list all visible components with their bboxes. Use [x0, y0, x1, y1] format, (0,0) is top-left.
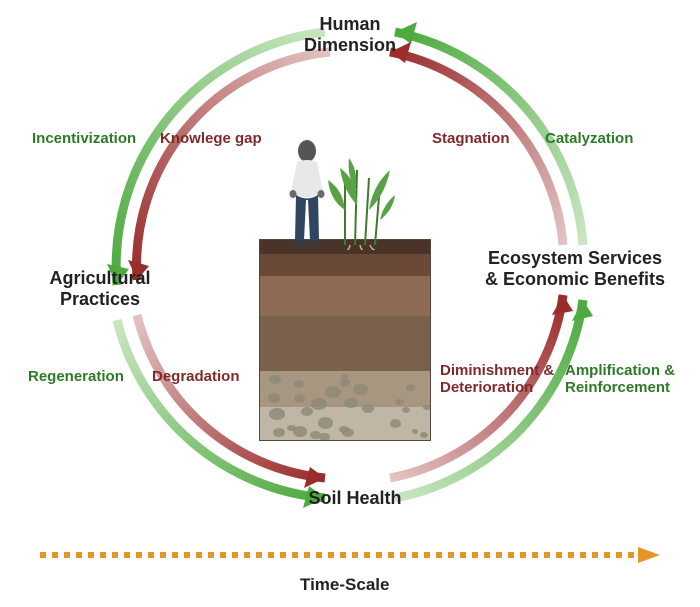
time-axis-label: Time-Scale [300, 575, 389, 595]
edge-diminishment: Diminishment &Deterioration [440, 362, 554, 397]
person-icon [285, 140, 330, 250]
soil-block [260, 240, 430, 440]
plant-icon [325, 150, 395, 250]
edge-amplification: Amplification &Reinforcement [565, 362, 675, 397]
node-top: HumanDimension [270, 14, 430, 55]
edge-stagnation: Stagnation [432, 130, 510, 147]
time-axis [0, 540, 700, 580]
edge-catalyzation: Catalyzation [545, 130, 633, 147]
node-bottom: Soil Health [295, 488, 415, 509]
arc-red-tr [390, 52, 563, 245]
node-left: AgriculturalPractices [30, 268, 170, 309]
arrow-red-bl [304, 467, 325, 488]
arrow-red-br [552, 295, 573, 315]
diagram-stage: HumanDimension Ecosystem Services& Econo… [0, 0, 700, 607]
edge-knowledge-gap: Knowlege gap [160, 130, 262, 147]
edge-regeneration: Regeneration [28, 368, 124, 385]
arrow-green-br [572, 300, 593, 321]
edge-degradation: Degradation [152, 368, 240, 385]
edge-incentivization: Incentivization [32, 130, 136, 147]
node-right: Ecosystem Services& Economic Benefits [460, 248, 690, 289]
